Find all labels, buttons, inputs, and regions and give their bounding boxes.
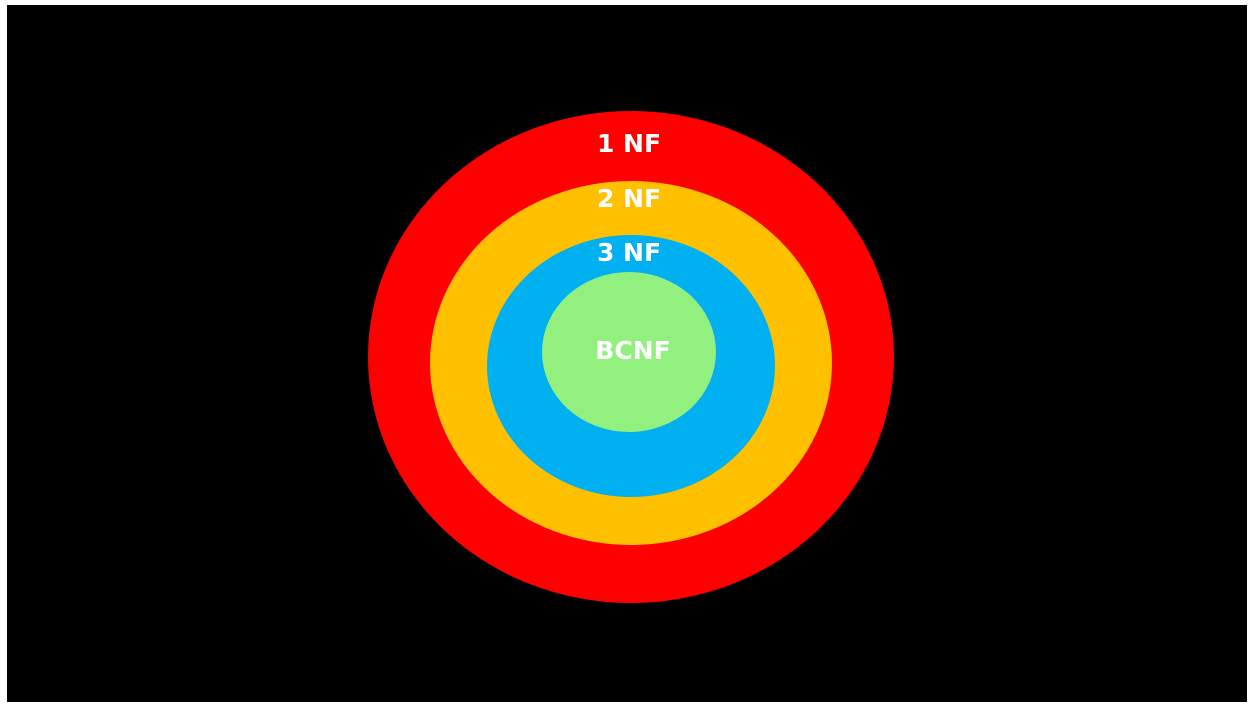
label-2nf: 2 NF [597,184,661,213]
label-bcnf: BCNF [595,336,670,365]
label-3nf: 3 NF [597,238,661,267]
ring-bcnf [542,272,716,432]
label-1nf: 1 NF [597,129,661,158]
